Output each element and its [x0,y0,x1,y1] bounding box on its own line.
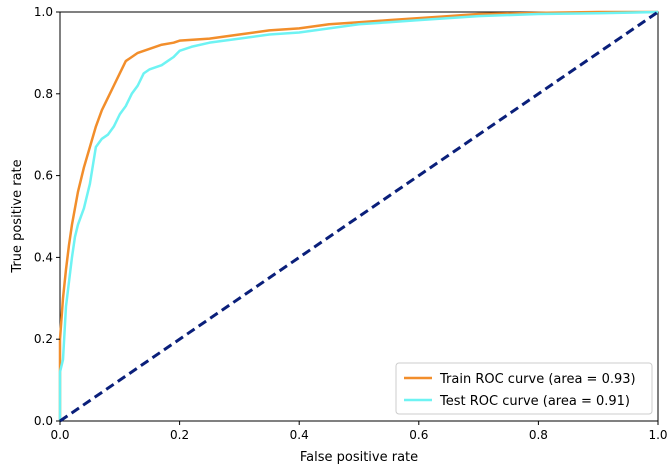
series-layer [58,10,659,423]
y-tick-label: 0.6 [34,169,53,183]
plot-area [58,10,659,423]
roc-curve-train [58,10,658,421]
legend: Train ROC curve (area = 0.93) Test ROC c… [395,362,653,415]
y-tick-label: 0.8 [34,87,53,101]
x-axis-ticks: 0.0 0.2 0.4 0.6 0.8 1.0 [50,421,668,442]
roc-curve-test [58,10,659,421]
x-axis-label: False positive rate [300,450,418,465]
x-tick-label: 0.0 [50,428,69,442]
x-tick-label: 0.6 [409,428,428,442]
x-tick-label: 0.2 [170,428,189,442]
y-axis-label: True positive rate [10,159,25,273]
y-tick-label: 0.4 [34,250,53,264]
x-tick-label: 1.0 [648,428,667,442]
legend-box [395,362,653,415]
x-tick-label: 0.8 [529,428,548,442]
diagonal-reference-line [59,10,659,423]
legend-label-train: Train ROC curve (area = 0.93) [439,372,636,387]
x-tick-label: 0.4 [290,428,309,442]
y-tick-label: 1.0 [34,5,53,19]
y-tick-label: 0.2 [34,332,53,346]
legend-label-test: Test ROC curve (area = 0.91) [439,394,630,409]
plot-frame [59,11,659,422]
y-axis-ticks: 0.0 0.2 0.4 0.6 0.8 1.0 [34,5,60,428]
y-tick-label: 0.0 [34,414,53,428]
